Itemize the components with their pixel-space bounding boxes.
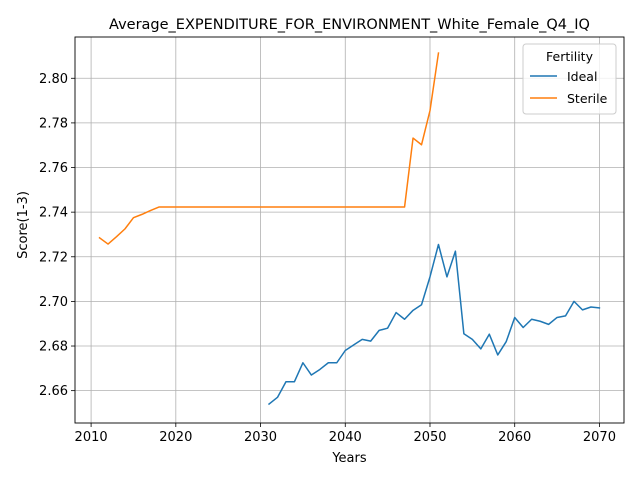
legend-box: [522, 43, 617, 115]
y-tick-label: 2.66: [39, 384, 68, 399]
y-tick-label: 2.70: [39, 295, 68, 310]
y-tick-label: 2.74: [39, 206, 68, 221]
x-tick-label: 2030: [244, 430, 277, 445]
series-line-ideal: [267, 243, 601, 406]
x-tick-label: 2040: [329, 430, 362, 445]
grid: [75, 37, 624, 423]
legend: Fertility Ideal Sterile: [522, 43, 617, 115]
y-tick-label: 2.76: [39, 161, 68, 176]
legend-label-ideal: Ideal: [567, 69, 597, 84]
x-tick-label: 2010: [75, 430, 108, 445]
y-axis-ticks: 2.66 2.68 2.70 2.72 2.74 2.76 2.78 2.80: [39, 72, 75, 399]
legend-label-sterile: Sterile: [567, 91, 608, 106]
x-axis-ticks: 2010 2020 2030 2040 2050 2060 2070: [75, 423, 616, 445]
y-tick-label: 2.68: [39, 340, 68, 355]
x-axis-label: Years: [331, 451, 367, 466]
chart-title: Average_EXPENDITURE_FOR_ENVIRONMENT_Whit…: [109, 17, 590, 33]
y-tick-label: 2.80: [39, 72, 68, 87]
x-tick-label: 2070: [583, 430, 616, 445]
x-tick-label: 2060: [498, 430, 531, 445]
plot-frame: [74, 36, 625, 424]
series-line-sterile: [98, 52, 440, 245]
x-tick-label: 2050: [413, 430, 446, 445]
x-tick-label: 2020: [159, 430, 192, 445]
series-lines: [98, 52, 601, 406]
legend-title: Fertility: [546, 49, 594, 64]
y-tick-label: 2.72: [39, 250, 68, 265]
y-tick-label: 2.78: [39, 116, 68, 131]
y-axis-label: Score(1-3): [16, 191, 31, 259]
